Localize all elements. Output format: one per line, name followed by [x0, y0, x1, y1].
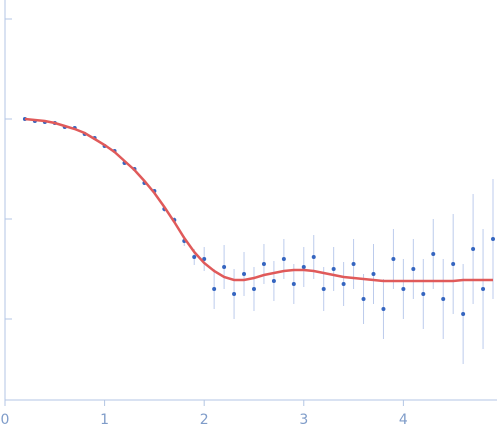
data-point: [471, 247, 476, 251]
x-tick-label: 0: [1, 412, 10, 428]
x-tick-label: 1: [100, 412, 109, 428]
x-tick-label: 3: [299, 412, 308, 428]
data-point: [261, 262, 266, 266]
data-point: [232, 292, 237, 296]
data-point: [421, 292, 426, 296]
data-point: [321, 287, 326, 291]
data-point: [351, 262, 356, 266]
data-point: [222, 265, 227, 269]
x-tick-label: 4: [399, 412, 408, 428]
data-point: [431, 252, 436, 256]
data-point: [212, 287, 217, 291]
data-point: [192, 255, 197, 259]
data-point: [301, 265, 306, 269]
data-point: [391, 257, 396, 261]
data-point: [242, 272, 247, 276]
data-point: [461, 312, 466, 316]
data-point: [481, 287, 486, 291]
fit-line: [24, 117, 494, 283]
data-point: [291, 282, 296, 286]
data-point: [381, 307, 386, 311]
data-point: [411, 267, 416, 271]
data-point: [281, 257, 286, 261]
data-point: [311, 255, 316, 259]
data-point: [251, 287, 256, 291]
x-tick-label: 2: [200, 412, 209, 428]
data-point: [202, 257, 207, 261]
data-point: [401, 287, 406, 291]
data-point: [361, 297, 366, 301]
data-point: [371, 272, 376, 276]
data-point: [441, 297, 446, 301]
data-point: [331, 267, 336, 271]
data-point: [341, 282, 346, 286]
data-point: [271, 279, 276, 283]
data-point: [491, 237, 496, 241]
data-point: [451, 262, 456, 266]
